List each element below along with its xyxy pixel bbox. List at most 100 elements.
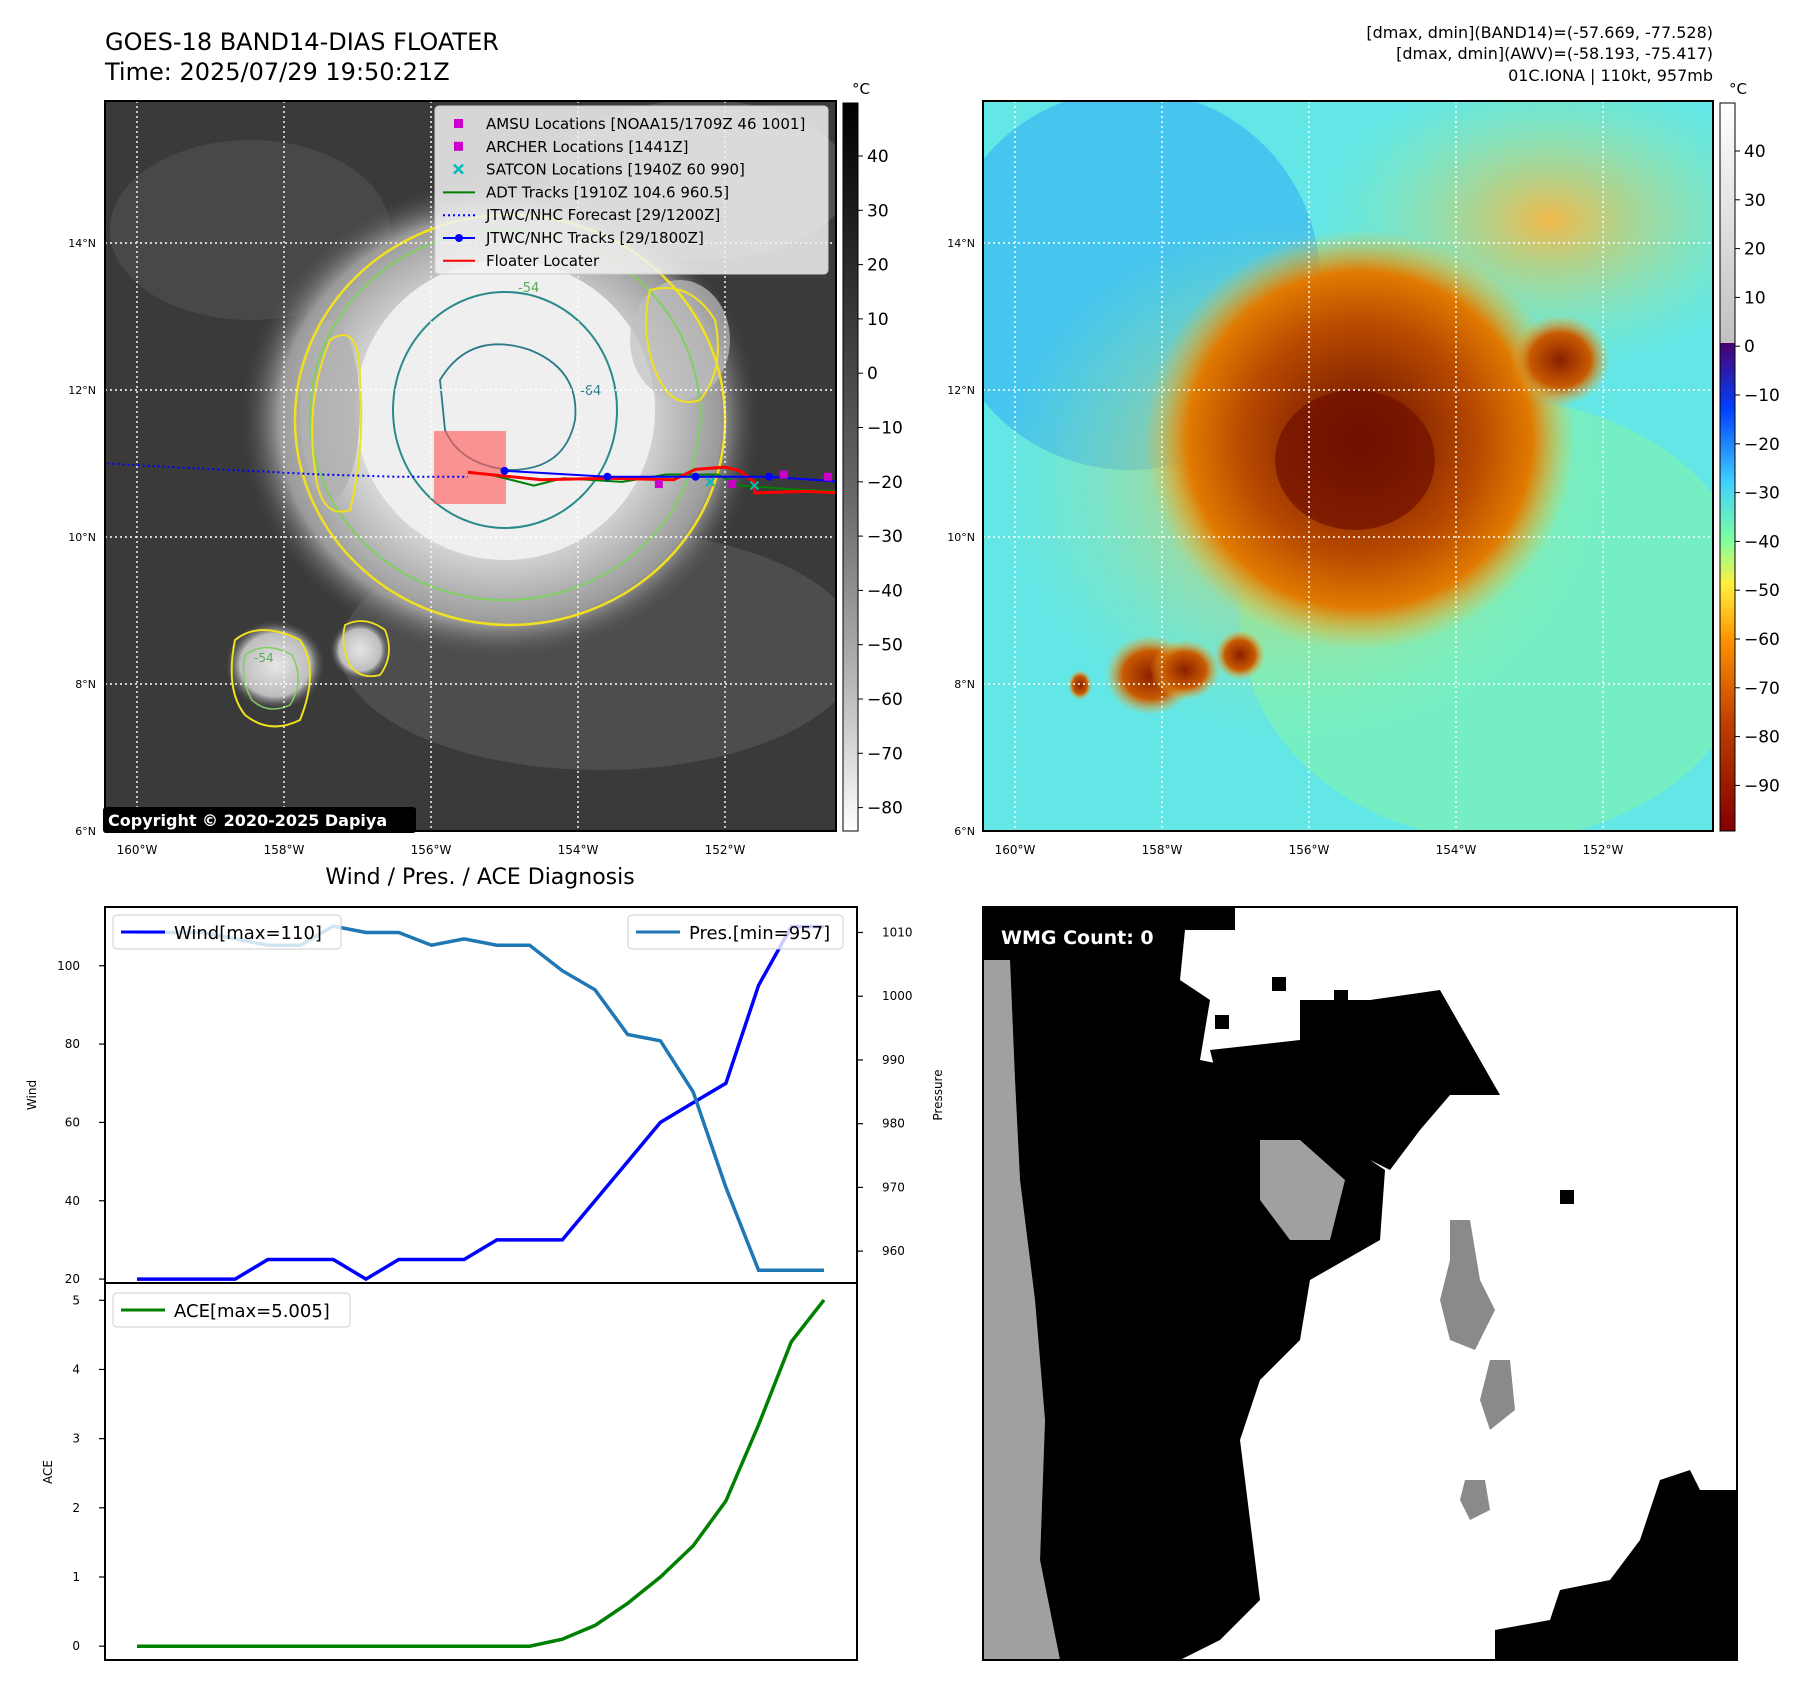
- colorbar-tick-label: 40: [1744, 142, 1766, 162]
- contour-label: -64: [580, 384, 601, 399]
- plot-frame: [104, 906, 858, 1284]
- legend-box: [112, 914, 342, 950]
- colorbar-tick-label: −80: [867, 799, 903, 819]
- copyright-badge: [103, 807, 416, 833]
- y2-tick-label: 1010: [882, 925, 913, 939]
- y2-tick-label: 970: [882, 1180, 905, 1194]
- lon-label: 158°W: [264, 843, 305, 857]
- satcon-location: [749, 480, 760, 491]
- y2-tick-label: 960: [882, 1244, 905, 1258]
- lat-label: 6°N: [954, 825, 975, 838]
- legend-item: Floater Locater: [443, 252, 600, 270]
- jtwc-track-point: [765, 472, 774, 481]
- lat-label: 10°N: [947, 531, 975, 544]
- contour-line-band: [230, 629, 311, 728]
- y-tick-label: 20: [65, 1272, 80, 1286]
- colorbar-tick-label: 0: [867, 364, 878, 384]
- wind-pressure-chart: Wind / Pres. / ACE Diagnosis Wind Pressu…: [25, 865, 945, 1286]
- legend-box: [434, 105, 829, 275]
- legend-item: JTWC/NHC Forecast [29/1200Z]: [443, 206, 720, 224]
- lon-label: 156°W: [411, 843, 452, 857]
- colorbar-tick-label: −80: [1744, 728, 1780, 748]
- lon-label: 160°W: [117, 843, 158, 857]
- contour-line-band: [645, 287, 719, 403]
- copyright-text: Copyright © 2020-2025 Dapiya: [108, 811, 387, 830]
- legend-label: AMSU Locations [NOAA15/1709Z 46 1001]: [486, 115, 805, 133]
- legend-item: ARCHER Locations [1441Z]: [454, 138, 689, 156]
- plot-frame: [104, 1282, 858, 1661]
- lat-label: 12°N: [68, 384, 96, 397]
- colorbar-tick-label: −20: [867, 473, 903, 493]
- color-colorbar: °C 40 30 20 10 0 −10 −20 −30 −40 −50 −60 −70 −80 −90: [1719, 80, 1780, 832]
- y2-tick-label: 980: [882, 1117, 905, 1131]
- colorbar-tick-label: −90: [1744, 776, 1780, 796]
- legend-box: [627, 914, 844, 950]
- lat-label: 10°N: [68, 531, 96, 544]
- lon-label: 158°W: [1142, 843, 1183, 857]
- wmg-pixel: [1272, 977, 1286, 991]
- ace-series-line: [137, 1298, 826, 1648]
- wind-series-line: [137, 924, 824, 1282]
- amsu-location: [728, 480, 737, 489]
- wmg-frame: [982, 906, 1738, 1661]
- chart-title: Wind / Pres. / ACE Diagnosis: [325, 865, 634, 890]
- y-tick-label: 3: [72, 1432, 80, 1446]
- y2-axis-label: Pressure: [931, 1069, 945, 1120]
- lat-label: 8°N: [954, 678, 975, 691]
- jtwc-track-point: [691, 472, 700, 481]
- ace-chart: ACE 0 1 2 3 4 5 ACE[max=5.005]: [41, 1282, 858, 1661]
- legend-label: ADT Tracks [1910Z 104.6 960.5]: [486, 183, 729, 201]
- legend-item: ADT Tracks [1910Z 104.6 960.5]: [443, 183, 729, 201]
- satcon-mark: [705, 477, 716, 487]
- wmg-pixel: [1334, 990, 1348, 1004]
- amsu-location: [779, 470, 788, 479]
- forecast-track: [107, 462, 468, 478]
- legend-label-pressure: Pres.[min=957]: [689, 923, 830, 944]
- colorbar-tick-label: −70: [867, 744, 903, 764]
- wmg-gray-region: [1480, 1360, 1515, 1430]
- y2-tick-label: 990: [882, 1053, 905, 1067]
- contour-line-band: [342, 620, 390, 678]
- legend-label: JTWC/NHC Forecast [29/1200Z]: [485, 206, 720, 224]
- legend-label-wind: Wind[max=110]: [174, 923, 322, 944]
- rainband-core: [1510, 315, 1610, 405]
- awv-map: 14°N12°N10°N8°N6°N 160°W 158°W 156°W 154°W 1…: [947, 100, 1714, 857]
- colorbar-gradient: [1719, 102, 1736, 832]
- colorbar-tick-label: 40: [867, 147, 889, 167]
- wmg-pixel: [1215, 1015, 1229, 1029]
- legend-marker: [454, 141, 463, 151]
- storm-cloud-core: [355, 260, 655, 560]
- colorbar-tick-label: 20: [867, 256, 889, 276]
- lat-label: 8°N: [75, 678, 96, 691]
- legend-marker: [454, 119, 463, 128]
- y-tick-label: 5: [72, 1293, 80, 1307]
- legend-item: JTWC/NHC Tracks [29/1800Z]: [443, 229, 704, 247]
- rainband-core: [1150, 640, 1220, 700]
- colorbar-tick-label: −50: [1744, 581, 1780, 601]
- lat-label: 12°N: [947, 384, 975, 397]
- legend-marker: [453, 163, 464, 175]
- lon-labels: 160°W 158°W 156°W 154°W 152°W: [117, 843, 746, 857]
- band14-map: -54 -64 -54 14°N 12°N 10°N 8°N 6°N 160°W 158°…: [68, 100, 837, 857]
- y-axis-label: Wind: [25, 1080, 39, 1110]
- lon-label: 160°W: [995, 843, 1036, 857]
- colorbar-tick-label: −40: [867, 581, 903, 601]
- y-axis-label: ACE: [41, 1460, 55, 1484]
- wmg-pixel: [1560, 1190, 1574, 1204]
- colorbar-tick-label: −50: [867, 636, 903, 656]
- lat-labels: 14°N 12°N 10°N 8°N 6°N: [68, 237, 96, 838]
- legend-label-ace: ACE[max=5.005]: [174, 1301, 330, 1322]
- legend-label: ARCHER Locations [1441Z]: [486, 138, 689, 156]
- lat-labels: 14°N 12°N 10°N 8°N 6°N: [947, 237, 975, 838]
- storm-eye-wall: [1275, 390, 1435, 530]
- wmg-black-region: [1210, 990, 1500, 1170]
- floater-track: [467, 465, 836, 495]
- floater-box: [434, 431, 506, 504]
- rainband-core: [1068, 670, 1092, 700]
- map-frame: [982, 100, 1714, 832]
- figure-time: Time: 2025/07/29 19:50:21Z: [104, 58, 450, 86]
- pressure-legend: Pres.[min=957]: [627, 914, 844, 950]
- storm-tracks: [107, 462, 836, 495]
- jtwc-track-point: [603, 472, 612, 481]
